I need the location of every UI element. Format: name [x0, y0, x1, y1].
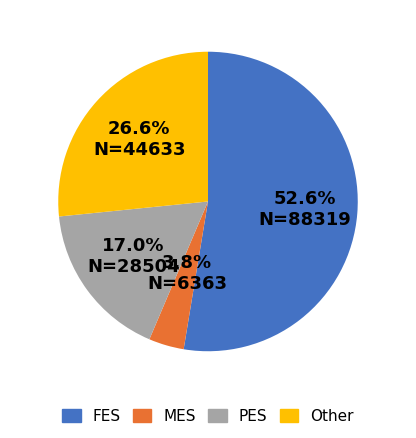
Wedge shape: [183, 52, 358, 351]
Legend: FES, MES, PES, Other: FES, MES, PES, Other: [56, 403, 360, 430]
Wedge shape: [58, 52, 208, 216]
Text: 52.6%
N=88319: 52.6% N=88319: [259, 190, 352, 229]
Wedge shape: [59, 201, 208, 339]
Text: 3.8%
N=6363: 3.8% N=6363: [147, 254, 227, 293]
Wedge shape: [149, 201, 208, 349]
Text: 26.6%
N=44633: 26.6% N=44633: [93, 120, 186, 159]
Text: 17.0%
N=28504: 17.0% N=28504: [87, 237, 180, 276]
